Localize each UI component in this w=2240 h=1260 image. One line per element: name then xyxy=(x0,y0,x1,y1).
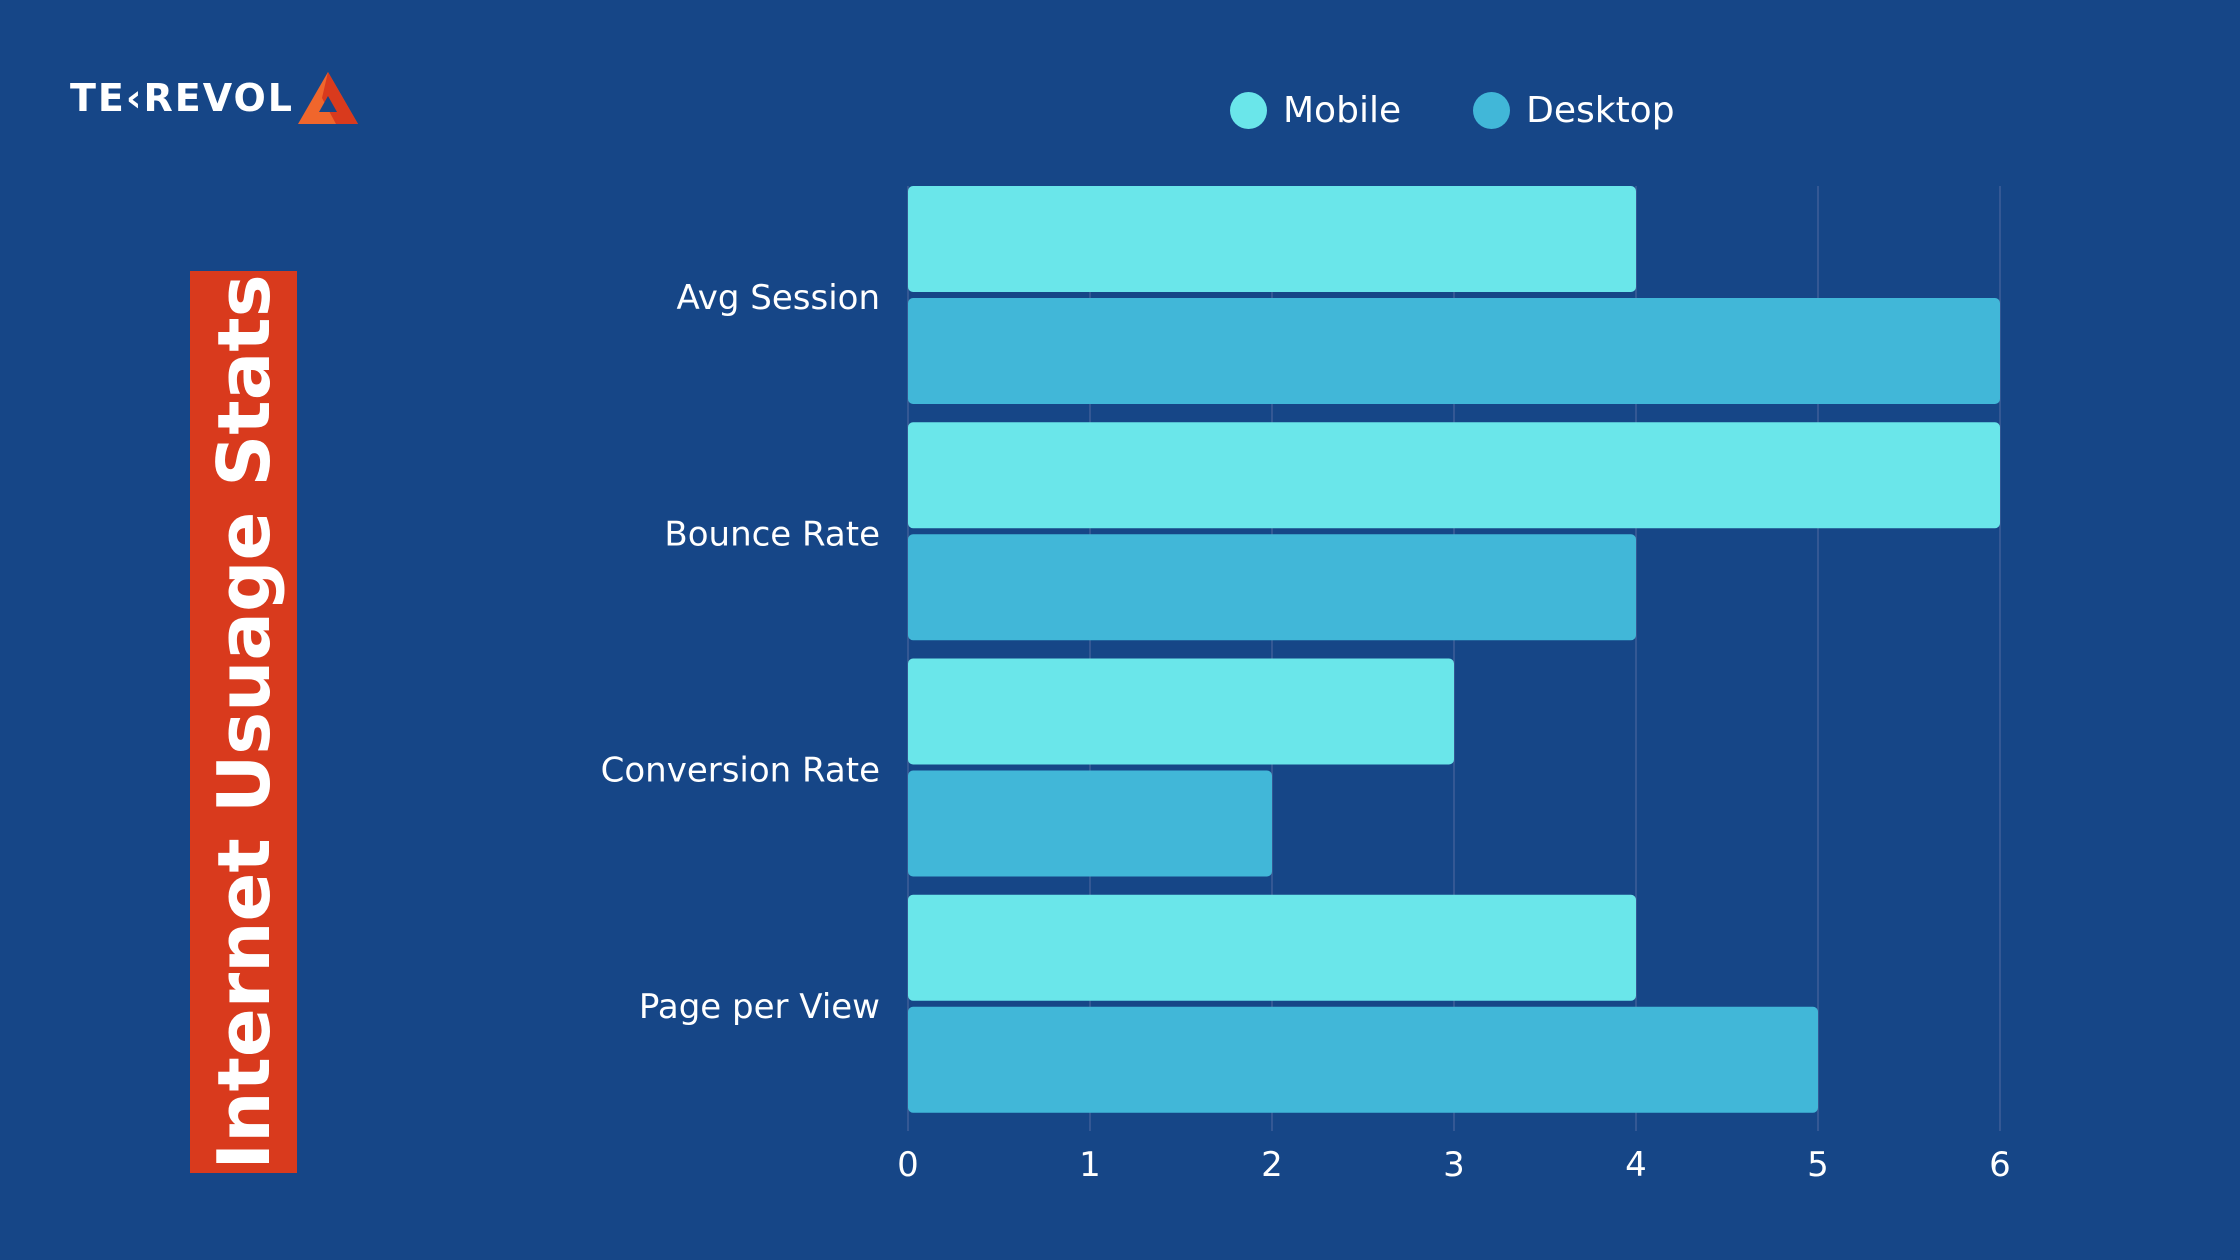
x-tick-label: 0 xyxy=(897,1145,919,1185)
legend-swatch-desktop xyxy=(1473,92,1511,129)
bar-mobile-page-per-view xyxy=(908,894,1636,1001)
logo-triangle-icon xyxy=(298,72,359,124)
bar-desktop-page-per-view xyxy=(908,1006,1818,1113)
legend-item-desktop: Desktop xyxy=(1473,89,1675,131)
legend-item-mobile: Mobile xyxy=(1230,92,1401,129)
legend-label-desktop: Desktop xyxy=(1526,89,1675,131)
title-banner: Internet Usuage Stats xyxy=(190,271,297,1173)
logo-wordmark: TE‹REVOL xyxy=(70,76,295,120)
legend-label-mobile: Mobile xyxy=(1283,89,1402,131)
category-label: Bounce Rate xyxy=(664,514,880,554)
bar-mobile-conversion-rate xyxy=(908,658,1454,765)
category-label: Avg Session xyxy=(676,278,880,318)
x-tick-label: 4 xyxy=(1625,1145,1647,1185)
chart-legend: Mobile Desktop xyxy=(1230,92,1747,129)
x-tick-label: 1 xyxy=(1079,1145,1101,1185)
tekrevol-logo: TE‹REVOL xyxy=(70,66,360,130)
bar-desktop-bounce-rate xyxy=(908,534,1636,641)
bar-desktop-conversion-rate xyxy=(908,770,1272,877)
x-tick-label: 6 xyxy=(1989,1145,2011,1185)
bar-mobile-avg-session xyxy=(908,186,1636,292)
bar-mobile-bounce-rate xyxy=(908,422,2000,529)
legend-swatch-mobile xyxy=(1230,92,1267,129)
x-tick-label: 3 xyxy=(1443,1145,1465,1185)
category-label: Conversion Rate xyxy=(601,751,880,791)
x-tick-label: 5 xyxy=(1807,1145,1829,1185)
category-label: Page per View xyxy=(639,987,880,1027)
x-tick-label: 2 xyxy=(1261,1145,1283,1185)
bar-desktop-avg-session xyxy=(908,298,2000,404)
